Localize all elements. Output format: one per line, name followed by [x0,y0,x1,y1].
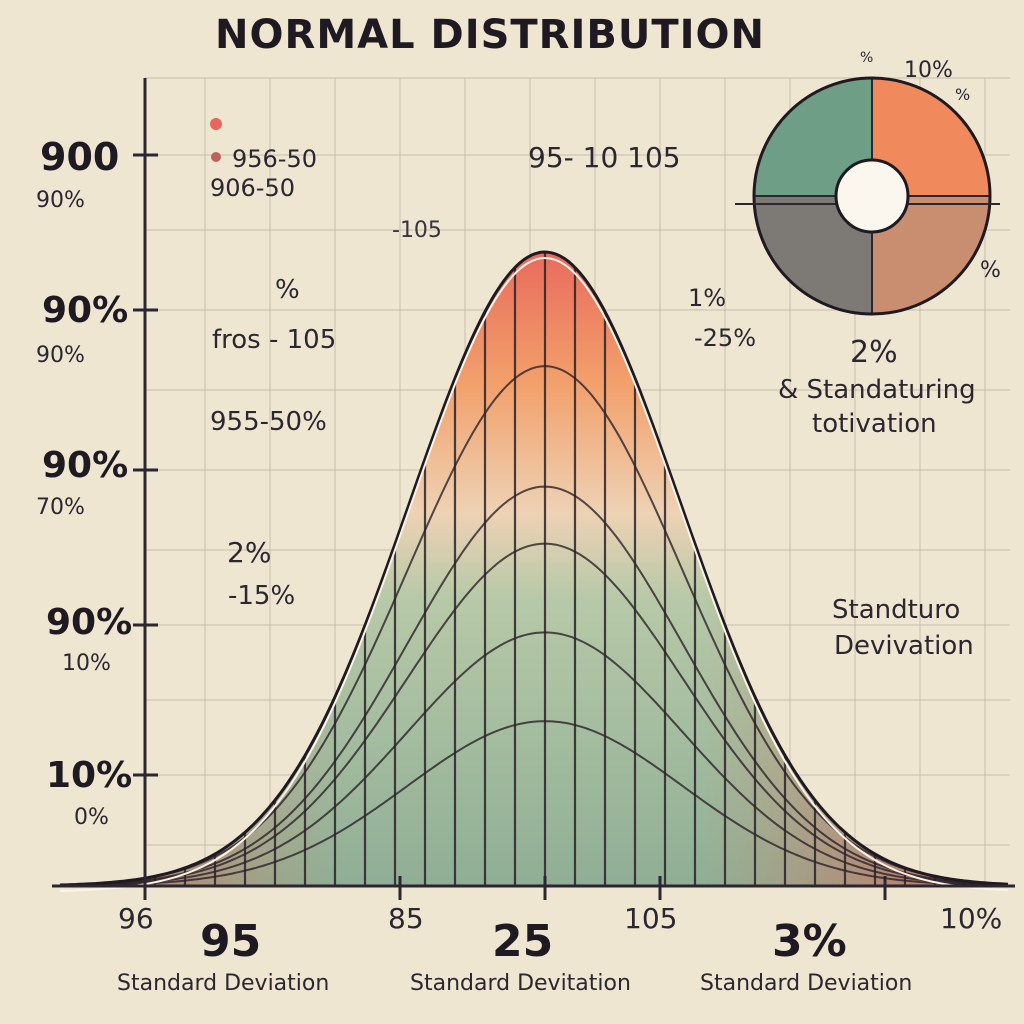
axis-ticks [133,153,887,900]
annotation: -15% [228,581,295,611]
x-tick-label: 25 [492,916,553,967]
x-axis-label: Standard Devitation [410,971,631,996]
curve-arc [60,485,1009,886]
curve-arc [60,631,1009,886]
pie-label: % [860,50,873,66]
y-minor-label: 70% [36,495,85,520]
curve-edge-shade [60,252,980,886]
y-tick-label: 90% [46,602,132,643]
x-tick-label: 95 [200,916,261,967]
y-minor-label: 90% [36,188,85,213]
annotation: & Standaturing [778,375,976,405]
x-tick-label: 96 [118,902,154,935]
annotation: 1% [688,284,726,312]
curve-stripes [93,252,997,886]
annotation: 906-50 [210,174,295,202]
pie-label: % [980,258,1001,283]
pie-chart [735,76,1000,316]
y-minor-label: 0% [74,805,109,830]
annotation: fros - 105 [212,325,336,355]
annotation: % [275,275,300,305]
annotation: 95- 10 105 [528,141,681,174]
y-tick-label: 900 [40,135,119,179]
pie-outline [752,76,992,316]
annotation: 956-50 [232,145,317,173]
bell-curve-highlight [59,256,1009,892]
annotation: 2% [850,335,898,370]
annotation: totivation [812,409,937,439]
y-tick-label: 90% [42,290,128,331]
x-tick-label: 105 [624,902,677,935]
legend-dot [210,118,222,130]
x-tick-label: 3% [772,916,847,967]
pie-label: % [955,85,970,104]
annotation: Standturo [832,595,960,625]
bell-curve-line [59,250,1009,887]
curve-arc [60,365,1009,886]
annotation: -25% [694,324,756,352]
y-tick-label: 10% [46,755,132,796]
chart-title: NORMAL DISTRIBUTION [215,12,765,58]
y-tick-label: 90% [42,445,128,486]
x-tick-label: 10% [940,902,1002,935]
annotation: 955-50% [210,407,327,437]
x-axis-label: Standard Deviation [700,971,912,996]
pie-label: 10% [904,58,953,83]
curve-arc [60,542,1009,886]
annotation: Devivation [834,631,974,661]
pie-hole [834,158,910,234]
annotation: 2% [227,536,271,569]
y-minor-label: 10% [62,651,111,676]
legend-dot [211,152,221,162]
annotation: -105 [392,218,442,243]
curve-arc [60,720,1008,886]
y-minor-label: 90% [36,343,85,368]
x-tick-label: 85 [388,902,424,935]
x-axis-label: Standard Deviation [117,971,329,996]
curve-arcs [60,365,1009,886]
